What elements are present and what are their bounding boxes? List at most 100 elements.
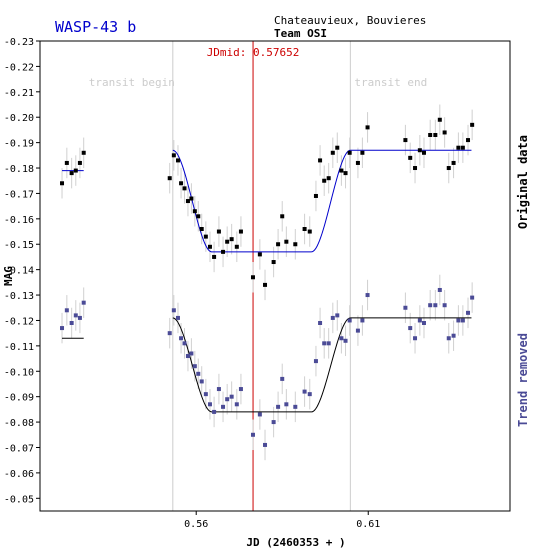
data-point [347,318,352,323]
data-point [185,354,190,359]
data-point [212,254,217,259]
chart-title: WASP-43 b [55,18,136,36]
data-point [343,338,348,343]
data-point [355,328,360,333]
data-point [171,308,176,313]
data-point [408,326,413,331]
y-tick-label: -0.09 [4,393,34,404]
data-point [433,133,438,137]
data-point [221,249,226,254]
data-point [413,166,418,171]
data-point [360,318,365,323]
y-tick-label: -0.20 [4,113,34,124]
data-point [216,229,221,234]
data-point [69,171,74,176]
data-point [167,176,172,181]
y-tick-label: -0.22 [4,62,34,73]
right-label-trend-removed: Trend removed [516,333,530,427]
data-point [175,315,180,320]
data-point [403,138,408,143]
y-tick-label: -0.08 [4,418,34,429]
data-point [207,402,212,407]
data-point [330,315,335,320]
data-point [179,181,184,186]
data-point [77,160,82,165]
data-point [196,371,201,376]
data-point [302,227,307,231]
y-tick-label: -0.11 [4,342,34,353]
data-point [460,145,465,150]
data-point [81,150,86,155]
data-point [175,158,180,163]
data-point [225,239,230,244]
data-point [335,313,340,318]
data-point [446,166,451,171]
data-point [229,394,234,399]
data-point [64,308,69,313]
data-point [221,404,226,409]
plot-frame [39,40,511,512]
data-point [442,130,447,135]
data-point [238,229,243,234]
data-point [470,122,475,127]
data-point [470,295,475,300]
data-point [81,300,86,305]
data-point [60,181,65,186]
data-point [318,158,323,163]
data-point [428,133,433,137]
y-tick-label: -0.10 [4,367,34,378]
data-point [466,138,471,143]
data-point [403,305,408,310]
data-point [234,402,239,407]
data-point [69,321,74,325]
data-point [355,160,360,165]
data-point [179,336,184,341]
data-point [365,125,370,130]
data-point [189,351,194,356]
data-point [276,242,281,247]
data-point [234,244,239,249]
data-point [421,321,426,325]
data-point [335,145,340,150]
y-tick-label: -0.05 [4,494,34,505]
data-point [77,315,82,320]
data-point [293,242,298,247]
data-point [284,239,289,244]
data-point [339,336,344,341]
data-point [442,303,447,308]
data-point [276,404,281,409]
data-point [451,160,456,165]
data-point [257,252,262,257]
model-curve [172,149,472,253]
jdmid-label: JDmid: 0.57652 [207,46,300,59]
data-point [182,186,187,191]
data-point [189,196,194,201]
data-point [280,376,285,381]
data-point [263,442,268,447]
data-point [322,178,327,183]
data-point [263,282,268,287]
transit-begin-label: transit begin [89,76,175,89]
data-point [271,420,276,425]
transit-end-label: transit end [354,76,427,89]
team-label: Team OSI [274,27,327,40]
y-tick-label: -0.23 [4,37,34,48]
y-tick-label: -0.06 [4,469,34,480]
data-point [446,336,451,341]
data-point [216,387,221,392]
data-point [408,155,413,160]
x-tick-label: 0.61 [356,519,380,530]
y-tick-label: -0.21 [4,88,34,99]
data-point [207,244,212,249]
data-point [307,229,312,234]
data-point [433,303,438,308]
data-point [199,379,204,384]
data-point [360,150,365,155]
data-point [322,341,327,346]
data-point [339,168,344,173]
data-point [330,150,335,155]
data-point [313,359,318,364]
data-point [212,409,217,414]
data-point [199,227,204,231]
